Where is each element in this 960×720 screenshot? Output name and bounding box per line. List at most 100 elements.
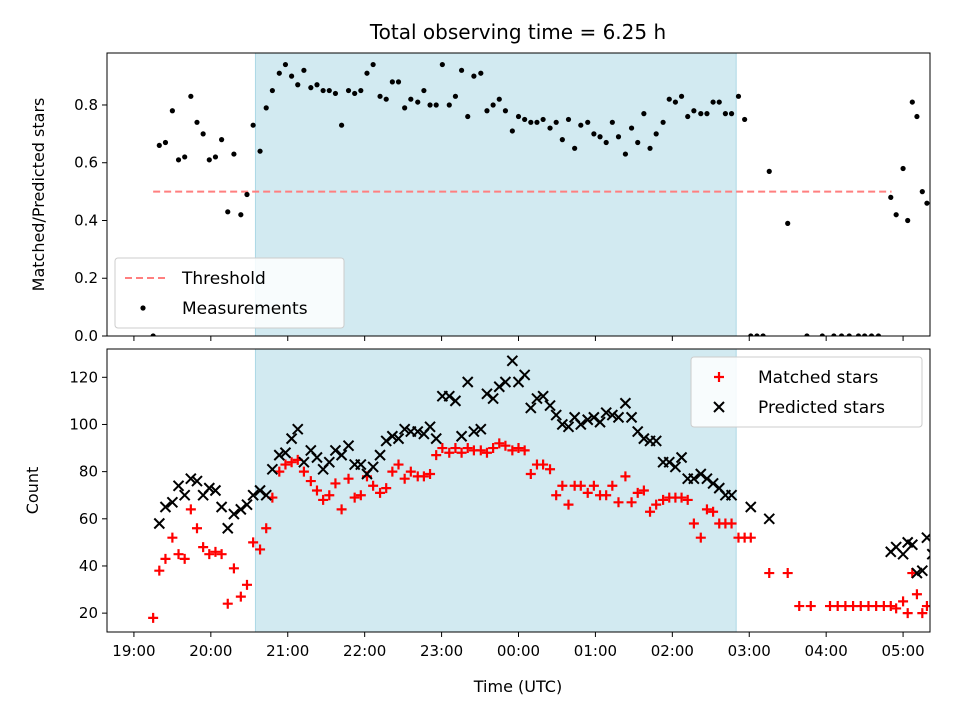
data-point [921,601,930,612]
data-point [439,61,445,68]
data-point [742,116,748,123]
data-point [678,93,685,99]
data-point [588,411,600,424]
data-point [708,506,719,517]
data-point [875,333,882,336]
y-tick-label: 100 [69,415,98,433]
legend-label: Measurements [182,299,308,319]
data-point [722,111,729,117]
data-point [215,501,228,513]
data-point [288,73,295,79]
data-point [301,67,307,73]
data-point [660,119,666,125]
x-tick-label: 02:00 [651,642,694,660]
data-point [572,145,578,151]
data-point [698,111,704,117]
data-point [355,458,367,471]
data-point [206,157,212,163]
data-point [675,451,688,464]
data-point [345,87,352,94]
data-point [335,449,348,461]
plot-area [148,355,930,623]
data-point [695,532,706,543]
data-point [235,503,247,516]
data-point [782,568,793,579]
data-point [688,518,699,529]
data-point [493,381,505,393]
data-point [682,494,693,505]
data-point [612,411,625,424]
data-point [295,82,301,88]
x-tick-label: 21:00 [266,642,309,660]
data-point [591,131,597,137]
data-point [578,122,584,128]
data-point [257,148,263,154]
data-point [507,445,518,456]
data-point [522,116,528,123]
data-point [332,90,339,97]
data-point [528,119,534,125]
data-point [380,435,392,447]
data-point [565,116,572,123]
data-point [490,102,496,108]
data-point [704,111,710,117]
data-point [238,212,244,218]
data-point [203,482,216,494]
data-point [425,468,436,479]
data-point [370,61,376,68]
data-point [914,113,920,120]
data-point [701,504,712,515]
data-point [399,473,410,484]
data-point [450,443,461,454]
data-point [216,549,227,560]
data-point [292,423,304,435]
data-point [320,87,326,94]
data-point [462,443,473,454]
data-point [324,490,335,501]
data-point [695,468,707,480]
y-tick-label: 0.8 [74,96,98,114]
data-point [191,475,203,487]
data-point [647,145,653,151]
data-point [247,489,259,501]
data-point [185,504,196,515]
data-point [525,402,537,414]
x-axis-label: Time (UTC) [473,677,562,696]
data-point [349,492,360,503]
data-point [582,414,594,426]
data-point [352,90,358,97]
data-point [269,87,275,94]
data-point [619,397,632,409]
data-point [200,131,206,137]
data-point [424,421,436,433]
data-point [241,498,253,511]
data-point [496,96,502,102]
data-point [921,531,930,544]
data-point [405,466,416,477]
legend-box [114,257,345,329]
data-point [559,137,565,143]
data-point [855,333,862,336]
data-point [308,85,314,91]
y-tick-label: 60 [79,510,98,528]
data-point [402,105,408,111]
data-point [167,532,178,543]
data-point [500,440,511,451]
data-point [620,471,631,482]
data-point [905,217,911,224]
data-point [563,499,574,510]
data-point [760,333,766,336]
data-point [927,604,930,608]
data-point [478,70,484,76]
data-point [745,532,756,543]
data-point [166,496,179,508]
data-point [672,99,679,105]
data-point [228,563,239,574]
data-point [389,79,395,85]
data-point [575,418,587,431]
data-point [280,459,291,470]
data-point [336,504,347,515]
data-point [175,157,182,163]
data-point [209,484,222,497]
data-point [286,457,297,468]
